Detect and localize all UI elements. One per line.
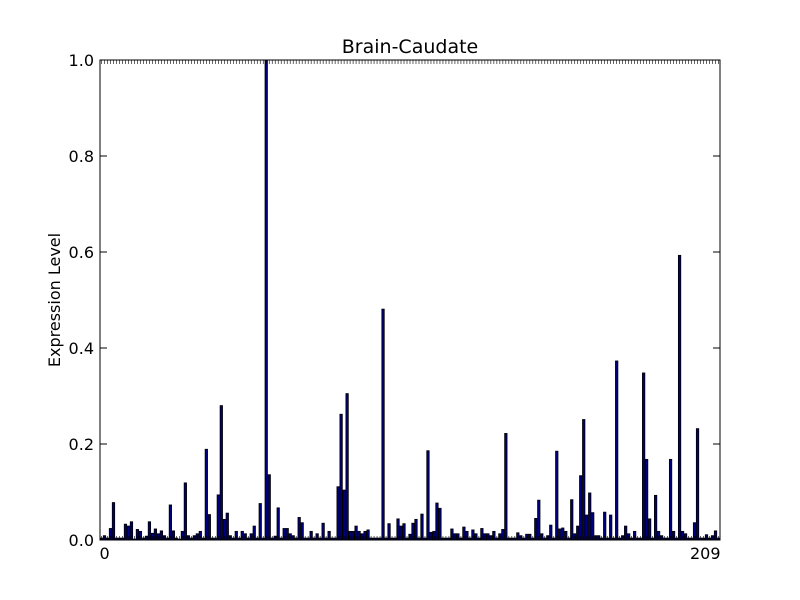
- bar: [336, 486, 340, 541]
- y-tick-label: 1.0: [69, 51, 94, 70]
- bar: [677, 254, 682, 541]
- bar: [642, 372, 646, 541]
- bar: [588, 492, 592, 541]
- bar: [579, 475, 583, 541]
- bar: [258, 503, 262, 541]
- bar: [216, 494, 220, 541]
- bar: [438, 507, 442, 541]
- bar: [276, 507, 280, 541]
- y-tick-label: 0.2: [69, 435, 94, 454]
- chart-title: Brain-Caudate: [342, 36, 478, 58]
- bar: [381, 308, 385, 541]
- bar: [645, 458, 649, 541]
- bar: [555, 450, 559, 541]
- y-tick-label: 0.6: [69, 243, 94, 262]
- bar: [582, 419, 586, 541]
- x-tick-label: 209: [690, 544, 721, 563]
- bar: [603, 511, 607, 541]
- plot-frame: [99, 59, 721, 541]
- bar: [204, 448, 208, 541]
- y-tick-label: 0.8: [69, 147, 94, 166]
- bar: [435, 502, 439, 541]
- plot-area: [100, 60, 720, 540]
- y-axis-label: Expression Level: [45, 233, 64, 367]
- bar: [654, 494, 658, 541]
- bar: [111, 502, 116, 541]
- bar: [426, 450, 430, 541]
- y-tick-label: 0.4: [69, 339, 94, 358]
- bar: [345, 393, 349, 541]
- bar: [168, 504, 172, 541]
- bar: [504, 433, 508, 541]
- y-ticks-group: 0.0 0.2 0.4 0.6 0.8 1.0: [69, 51, 720, 550]
- x-ticks-group: 0 209: [99, 60, 721, 563]
- bar: [219, 405, 223, 541]
- bar: [615, 360, 619, 541]
- x-tick-label: 0: [99, 544, 109, 563]
- bar: [339, 413, 343, 541]
- bar: [264, 59, 268, 541]
- bar: [537, 499, 541, 541]
- bar: [668, 458, 673, 541]
- bar: [183, 482, 187, 541]
- bar: [695, 428, 700, 541]
- bar: [342, 489, 346, 541]
- bar: [570, 499, 574, 541]
- bar: [225, 512, 229, 541]
- y-tick-label: 0.0: [69, 531, 94, 550]
- bar: [591, 512, 595, 541]
- bar: [267, 474, 271, 541]
